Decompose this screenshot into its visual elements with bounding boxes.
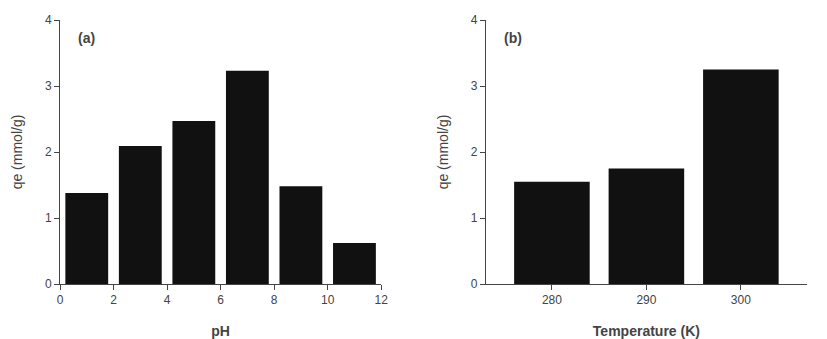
svg-text:4: 4: [45, 13, 52, 27]
svg-text:10: 10: [321, 293, 335, 307]
svg-text:pH: pH: [211, 323, 230, 339]
svg-text:(a): (a): [78, 30, 95, 46]
svg-text:8: 8: [271, 293, 278, 307]
svg-text:12: 12: [375, 293, 389, 307]
svg-text:2: 2: [45, 145, 52, 159]
svg-text:0: 0: [45, 277, 52, 291]
svg-text:(b): (b): [504, 30, 522, 46]
svg-text:3: 3: [45, 79, 52, 93]
svg-text:qe (mmol/g): qe (mmol/g): [9, 115, 25, 190]
svg-text:300: 300: [731, 293, 751, 307]
svg-text:2: 2: [110, 293, 117, 307]
svg-text:1: 1: [45, 211, 52, 225]
svg-text:Temperature (K): Temperature (K): [593, 323, 700, 339]
svg-text:0: 0: [471, 277, 478, 291]
svg-text:4: 4: [471, 13, 478, 27]
svg-text:6: 6: [217, 293, 224, 307]
svg-text:3: 3: [471, 79, 478, 93]
svg-text:0: 0: [57, 293, 64, 307]
svg-text:280: 280: [542, 293, 562, 307]
svg-text:1: 1: [471, 211, 478, 225]
svg-text:290: 290: [636, 293, 656, 307]
svg-text:qe (mmol/g): qe (mmol/g): [435, 115, 451, 190]
svg-text:4: 4: [164, 293, 171, 307]
svg-text:2: 2: [471, 145, 478, 159]
